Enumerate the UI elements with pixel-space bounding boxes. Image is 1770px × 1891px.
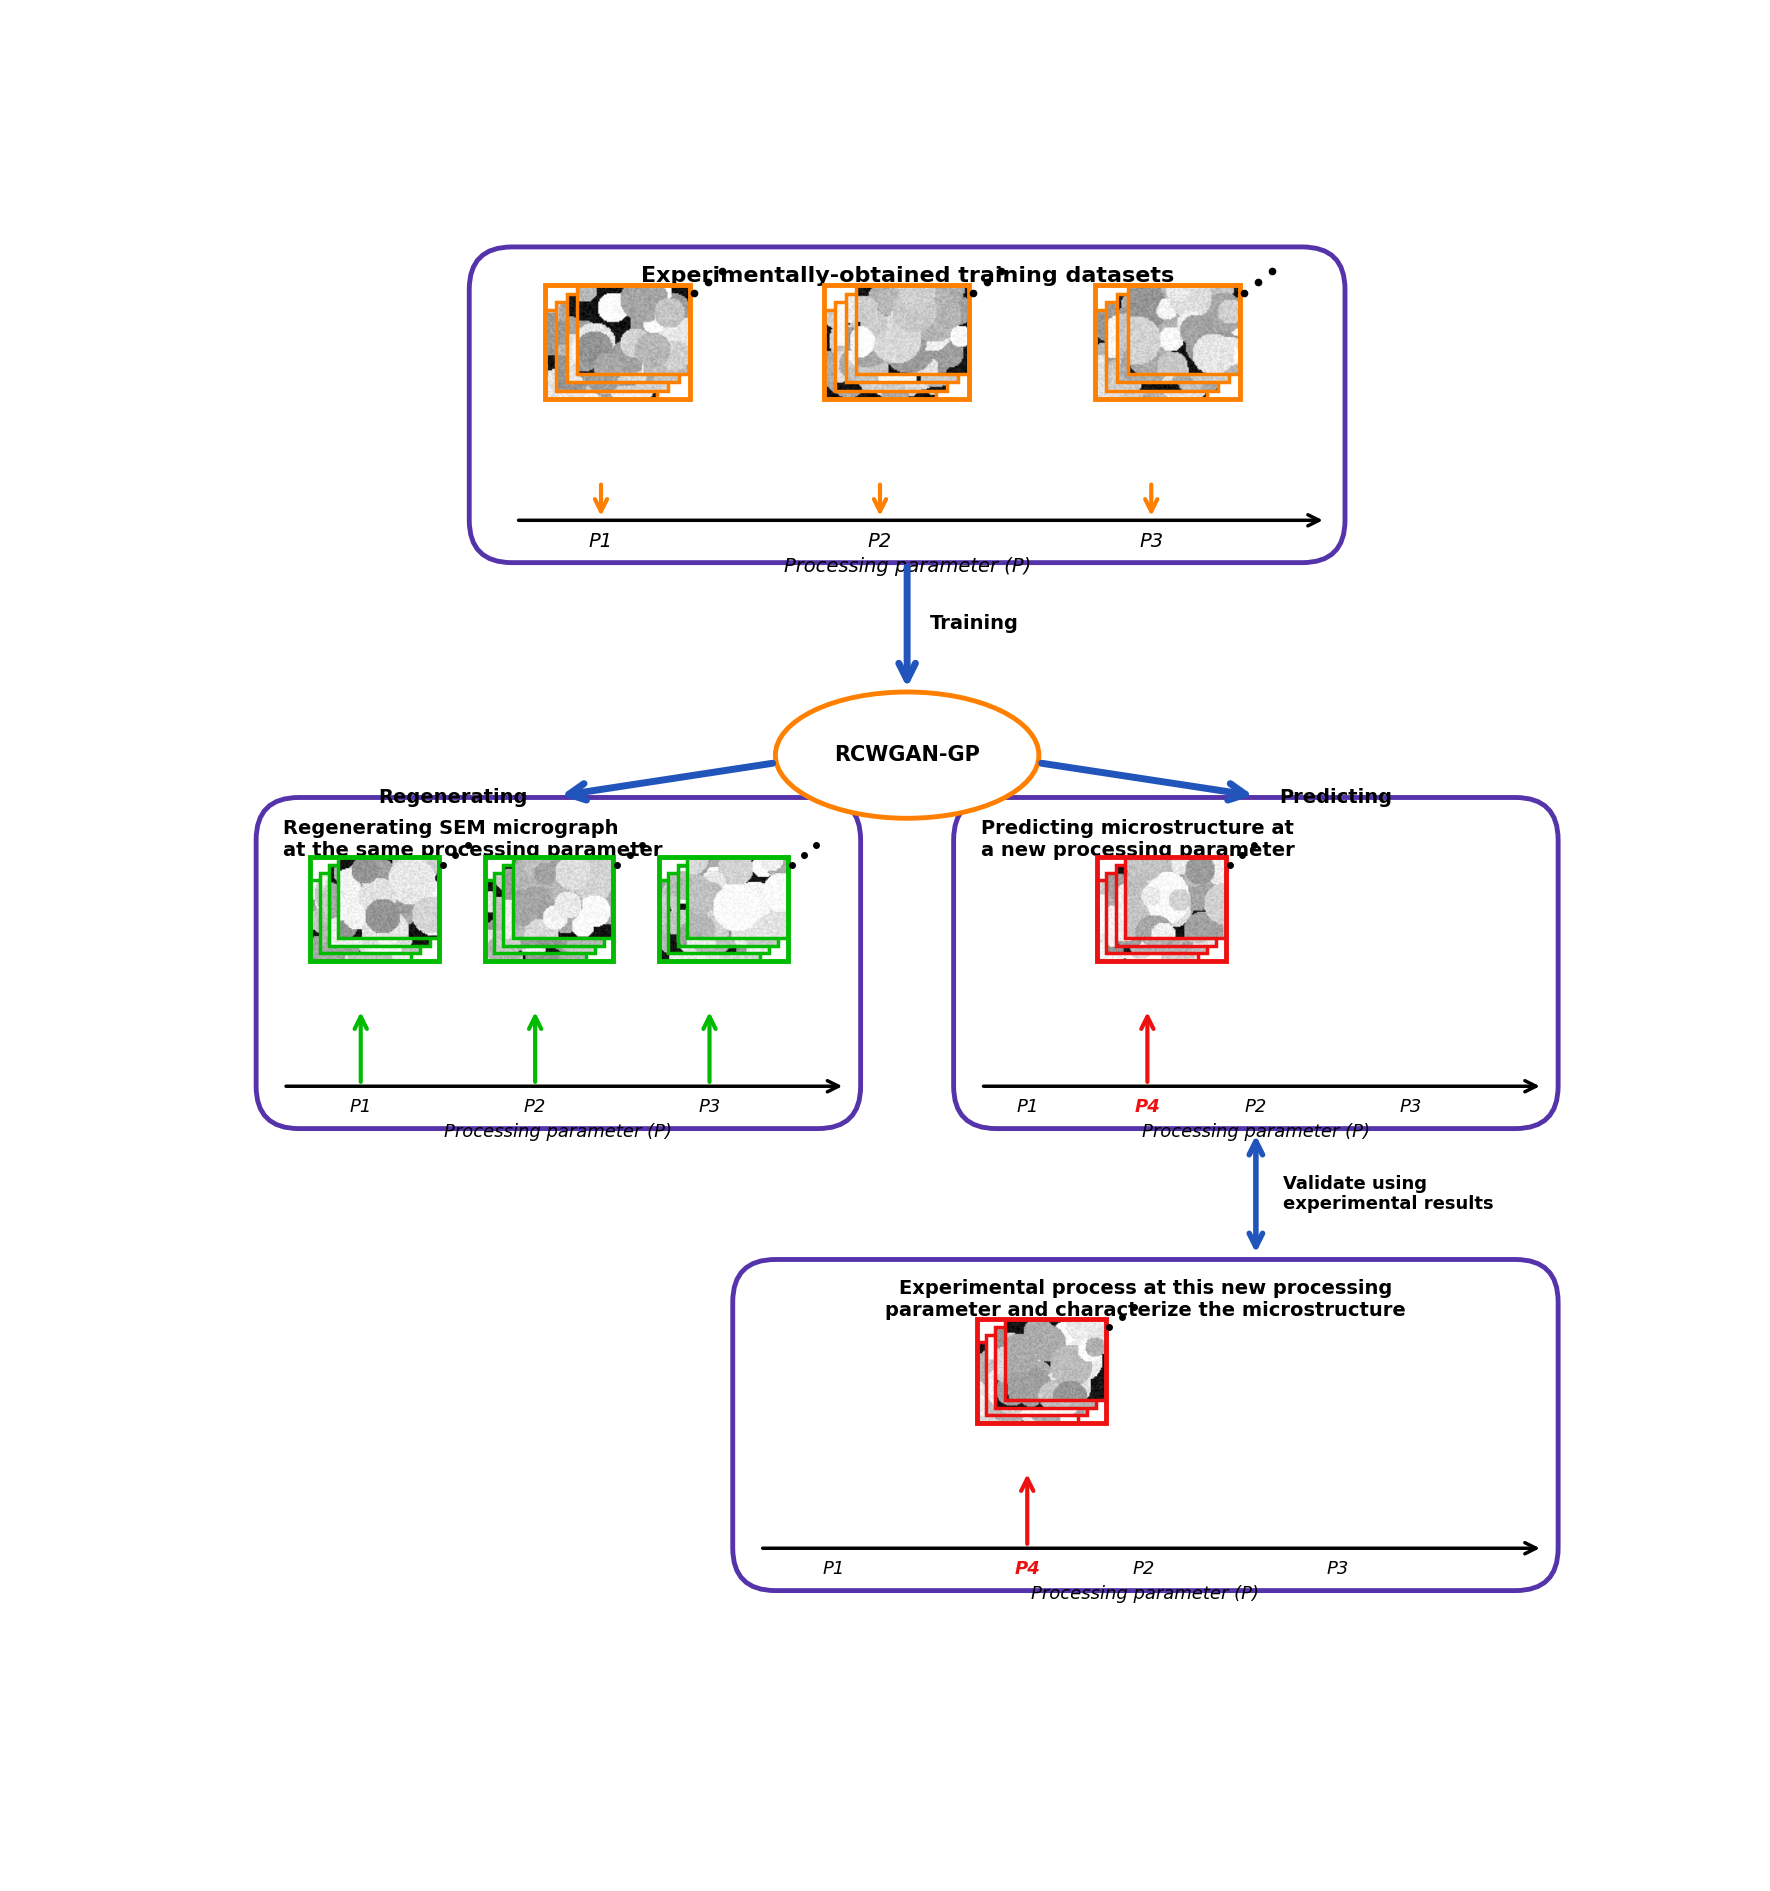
- Text: Processing parameter (P): Processing parameter (P): [1032, 1585, 1260, 1604]
- Bar: [1096, 310, 1207, 399]
- Bar: [1097, 881, 1198, 961]
- Bar: [658, 857, 788, 961]
- Bar: [1106, 872, 1207, 953]
- Text: Processing parameter (P): Processing parameter (P): [444, 1123, 673, 1140]
- FancyBboxPatch shape: [733, 1259, 1558, 1590]
- Text: P2: P2: [1244, 1099, 1267, 1116]
- Bar: [857, 286, 968, 374]
- Bar: [1097, 857, 1225, 961]
- FancyBboxPatch shape: [257, 798, 860, 1129]
- Bar: [658, 881, 759, 961]
- Text: Validate using
experimental results: Validate using experimental results: [1283, 1174, 1494, 1214]
- Text: P4: P4: [1014, 1560, 1041, 1577]
- Bar: [1005, 1320, 1106, 1399]
- Text: P3: P3: [1326, 1560, 1349, 1577]
- Bar: [310, 881, 411, 961]
- Bar: [556, 303, 667, 391]
- Bar: [823, 310, 936, 399]
- Bar: [977, 1343, 1078, 1424]
- Text: Experimental process at this new processing
parameter and characterize the micro: Experimental process at this new process…: [885, 1278, 1405, 1320]
- Bar: [485, 857, 614, 961]
- Text: Regenerating: Regenerating: [379, 789, 527, 807]
- Bar: [678, 864, 779, 946]
- Bar: [513, 857, 614, 938]
- Bar: [320, 872, 421, 953]
- Text: Predicting: Predicting: [1280, 789, 1393, 807]
- Bar: [494, 872, 595, 953]
- Text: P3: P3: [1400, 1099, 1421, 1116]
- Bar: [566, 293, 680, 382]
- Text: P1: P1: [349, 1099, 372, 1116]
- Bar: [986, 1335, 1087, 1416]
- Bar: [687, 857, 788, 938]
- Text: Regenerating SEM micrograph
at the same processing parameter: Regenerating SEM micrograph at the same …: [283, 819, 662, 860]
- Text: P1: P1: [589, 531, 612, 550]
- Bar: [1106, 303, 1218, 391]
- Text: Training: Training: [931, 615, 1020, 633]
- Bar: [835, 303, 947, 391]
- Bar: [545, 310, 657, 399]
- Bar: [669, 872, 770, 953]
- Text: Processing parameter (P): Processing parameter (P): [1142, 1123, 1370, 1140]
- Text: P1: P1: [823, 1560, 844, 1577]
- Text: P3: P3: [699, 1099, 720, 1116]
- FancyBboxPatch shape: [954, 798, 1558, 1129]
- Bar: [995, 1327, 1096, 1407]
- Text: Predicting microstructure at
a new processing parameter: Predicting microstructure at a new proce…: [981, 819, 1294, 860]
- Ellipse shape: [775, 692, 1039, 819]
- Bar: [329, 864, 430, 946]
- Bar: [846, 293, 958, 382]
- Bar: [1117, 293, 1228, 382]
- Bar: [503, 864, 604, 946]
- Text: P2: P2: [524, 1099, 547, 1116]
- Text: P4: P4: [1135, 1099, 1161, 1116]
- Text: Processing parameter (P): Processing parameter (P): [784, 558, 1030, 577]
- FancyBboxPatch shape: [469, 248, 1345, 564]
- Text: RCWGAN-GP: RCWGAN-GP: [834, 745, 981, 766]
- Bar: [338, 857, 439, 938]
- Bar: [823, 286, 968, 399]
- Bar: [977, 1320, 1106, 1424]
- Bar: [1126, 857, 1225, 938]
- Bar: [310, 857, 439, 961]
- Text: P2: P2: [1133, 1560, 1154, 1577]
- Bar: [1115, 864, 1216, 946]
- Text: P3: P3: [1140, 531, 1163, 550]
- Text: Experimentally-obtained training datasets: Experimentally-obtained training dataset…: [641, 267, 1174, 286]
- Bar: [545, 286, 690, 399]
- Bar: [485, 881, 586, 961]
- Text: P2: P2: [867, 531, 892, 550]
- Bar: [1127, 286, 1241, 374]
- Bar: [1096, 286, 1241, 399]
- Text: P1: P1: [1016, 1099, 1039, 1116]
- Bar: [577, 286, 690, 374]
